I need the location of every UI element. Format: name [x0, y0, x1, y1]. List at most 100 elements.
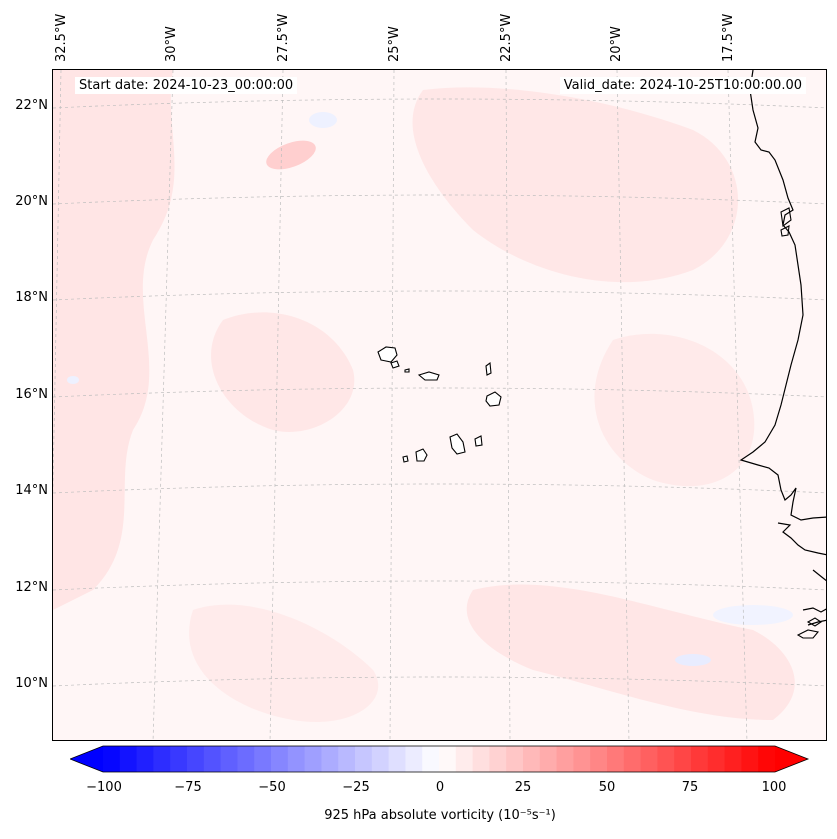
lat-label-20n: 20°N: [15, 194, 48, 209]
colorbar-min-extend-arrow: [70, 746, 103, 772]
colorbar-cell: [304, 746, 322, 772]
island-santa-luzia: [404, 368, 410, 373]
meridian-gridline: [505, 70, 511, 740]
vorticity-patch: [466, 584, 795, 720]
colorbar-tick-label: −25: [342, 780, 370, 795]
parallel-gridline: [53, 580, 826, 591]
vorticity-patch: [189, 604, 379, 722]
colorbar-tick-label: 25: [514, 780, 532, 795]
colorbar-cell: [287, 746, 306, 772]
vorticity-patch: [713, 605, 793, 625]
colorbar-cell: [506, 746, 524, 772]
colorbar-cell: [271, 746, 289, 772]
colorbar-tick-label: 75: [681, 780, 699, 795]
colorbar-cell: [237, 746, 255, 772]
lon-label-17.5w: 17.5°W: [721, 13, 736, 62]
colorbar-cell: [220, 746, 238, 772]
colorbar-cell: [321, 746, 339, 772]
vorticity-map: [53, 70, 826, 740]
africa-coastline: [739, 70, 826, 521]
colorbar: [70, 745, 810, 773]
lon-label-20w: 20°W: [609, 26, 624, 62]
colorbar-cell: [119, 746, 138, 772]
colorbar-cell: [422, 746, 440, 772]
colorbar-cell: [674, 746, 692, 772]
parallel-gridline: [53, 387, 826, 398]
lat-label-14n: 14°N: [15, 483, 48, 498]
meridian-gridline: [53, 70, 62, 502]
lon-label-22.5w: 22.5°W: [499, 13, 514, 62]
colorbar-cell: [203, 746, 222, 772]
colorbar-outline: [70, 745, 810, 773]
colorbar-cell: [623, 746, 642, 772]
island-fogo: [415, 448, 428, 462]
parallel-gridline: [53, 290, 826, 301]
colorbar-cell: [590, 746, 608, 772]
coastal-island: [806, 617, 822, 627]
island-boa-vista: [485, 391, 502, 407]
map-frame: Start date: 2024-10-23_00:00:00 Valid_da…: [52, 69, 827, 741]
parallel-gridline: [53, 483, 826, 494]
colorbar-cell: [607, 746, 625, 772]
coastal-island: [780, 207, 792, 227]
lat-label-16n: 16°N: [15, 387, 48, 402]
vorticity-patch: [412, 87, 738, 283]
lat-label-12n: 12°N: [15, 580, 48, 595]
colorbar-cell: [455, 746, 474, 772]
coastal-island: [796, 629, 820, 639]
coastal-island: [780, 225, 790, 237]
colorbar-cell: [741, 746, 759, 772]
start-date-label: Start date: 2024-10-23_00:00:00: [75, 77, 298, 94]
vorticity-patch: [675, 654, 711, 666]
colorbar-tick-label: 50: [598, 780, 616, 795]
colorbar-cell: [640, 746, 658, 772]
colorbar-cell: [355, 746, 373, 772]
meridian-gridline: [616, 70, 630, 740]
island-santiago: [449, 433, 466, 455]
lat-label-18n: 18°N: [15, 290, 48, 305]
lon-label-30w: 30°W: [164, 26, 179, 62]
meridian-gridline: [152, 70, 174, 740]
island-santo-antao: [377, 346, 398, 363]
colorbar-cell: [758, 746, 776, 772]
colorbar-max-extend-arrow: [775, 746, 808, 772]
vorticity-patch: [211, 312, 355, 432]
colorbar-cell: [523, 746, 541, 772]
island-sao-nicolau: [417, 371, 440, 381]
island-brava: [402, 455, 409, 463]
colorbar-label: 925 hPa absolute vorticity (10⁻⁵s⁻¹): [324, 808, 556, 823]
colorbar-cell: [103, 746, 121, 772]
lon-label-25w: 25°W: [387, 26, 402, 62]
vorticity-field: [53, 70, 826, 740]
island-sal: [485, 361, 492, 376]
colorbar-cell: [153, 746, 171, 772]
colorbar-cell: [707, 746, 726, 772]
colorbar-cell: [489, 746, 507, 772]
colorbar-tick-label: 100: [761, 780, 787, 795]
colorbar-cell: [170, 746, 188, 772]
colorbar-tick-label: −75: [174, 780, 202, 795]
vorticity-patch: [309, 112, 337, 128]
colorbar-cell: [136, 746, 154, 772]
cape-verde-islands: [377, 346, 502, 463]
colorbar-tick-label: 0: [435, 780, 445, 795]
meridian-gridline: [727, 70, 748, 740]
colorbar-cell: [573, 746, 591, 772]
parallel-gridline: [53, 98, 826, 109]
colorbar-cell: [724, 746, 742, 772]
colorbar-cell: [371, 746, 390, 772]
colorbar-cell: [657, 746, 675, 772]
africa-coastline: [777, 522, 826, 556]
island-maio: [474, 435, 483, 447]
vorticity-patch: [67, 376, 79, 384]
colorbar-cell: [254, 746, 272, 772]
colorbar-cell: [439, 746, 457, 772]
colorbar-cell: [388, 746, 406, 772]
vorticity-patch: [53, 70, 175, 610]
colorbar-cells: [103, 746, 776, 772]
colorbar-cell: [691, 746, 709, 772]
gridlines: [53, 70, 826, 740]
colorbar-cell: [539, 746, 558, 772]
colorbar-cell: [187, 746, 205, 772]
lon-label-27.5w: 27.5°W: [276, 13, 291, 62]
